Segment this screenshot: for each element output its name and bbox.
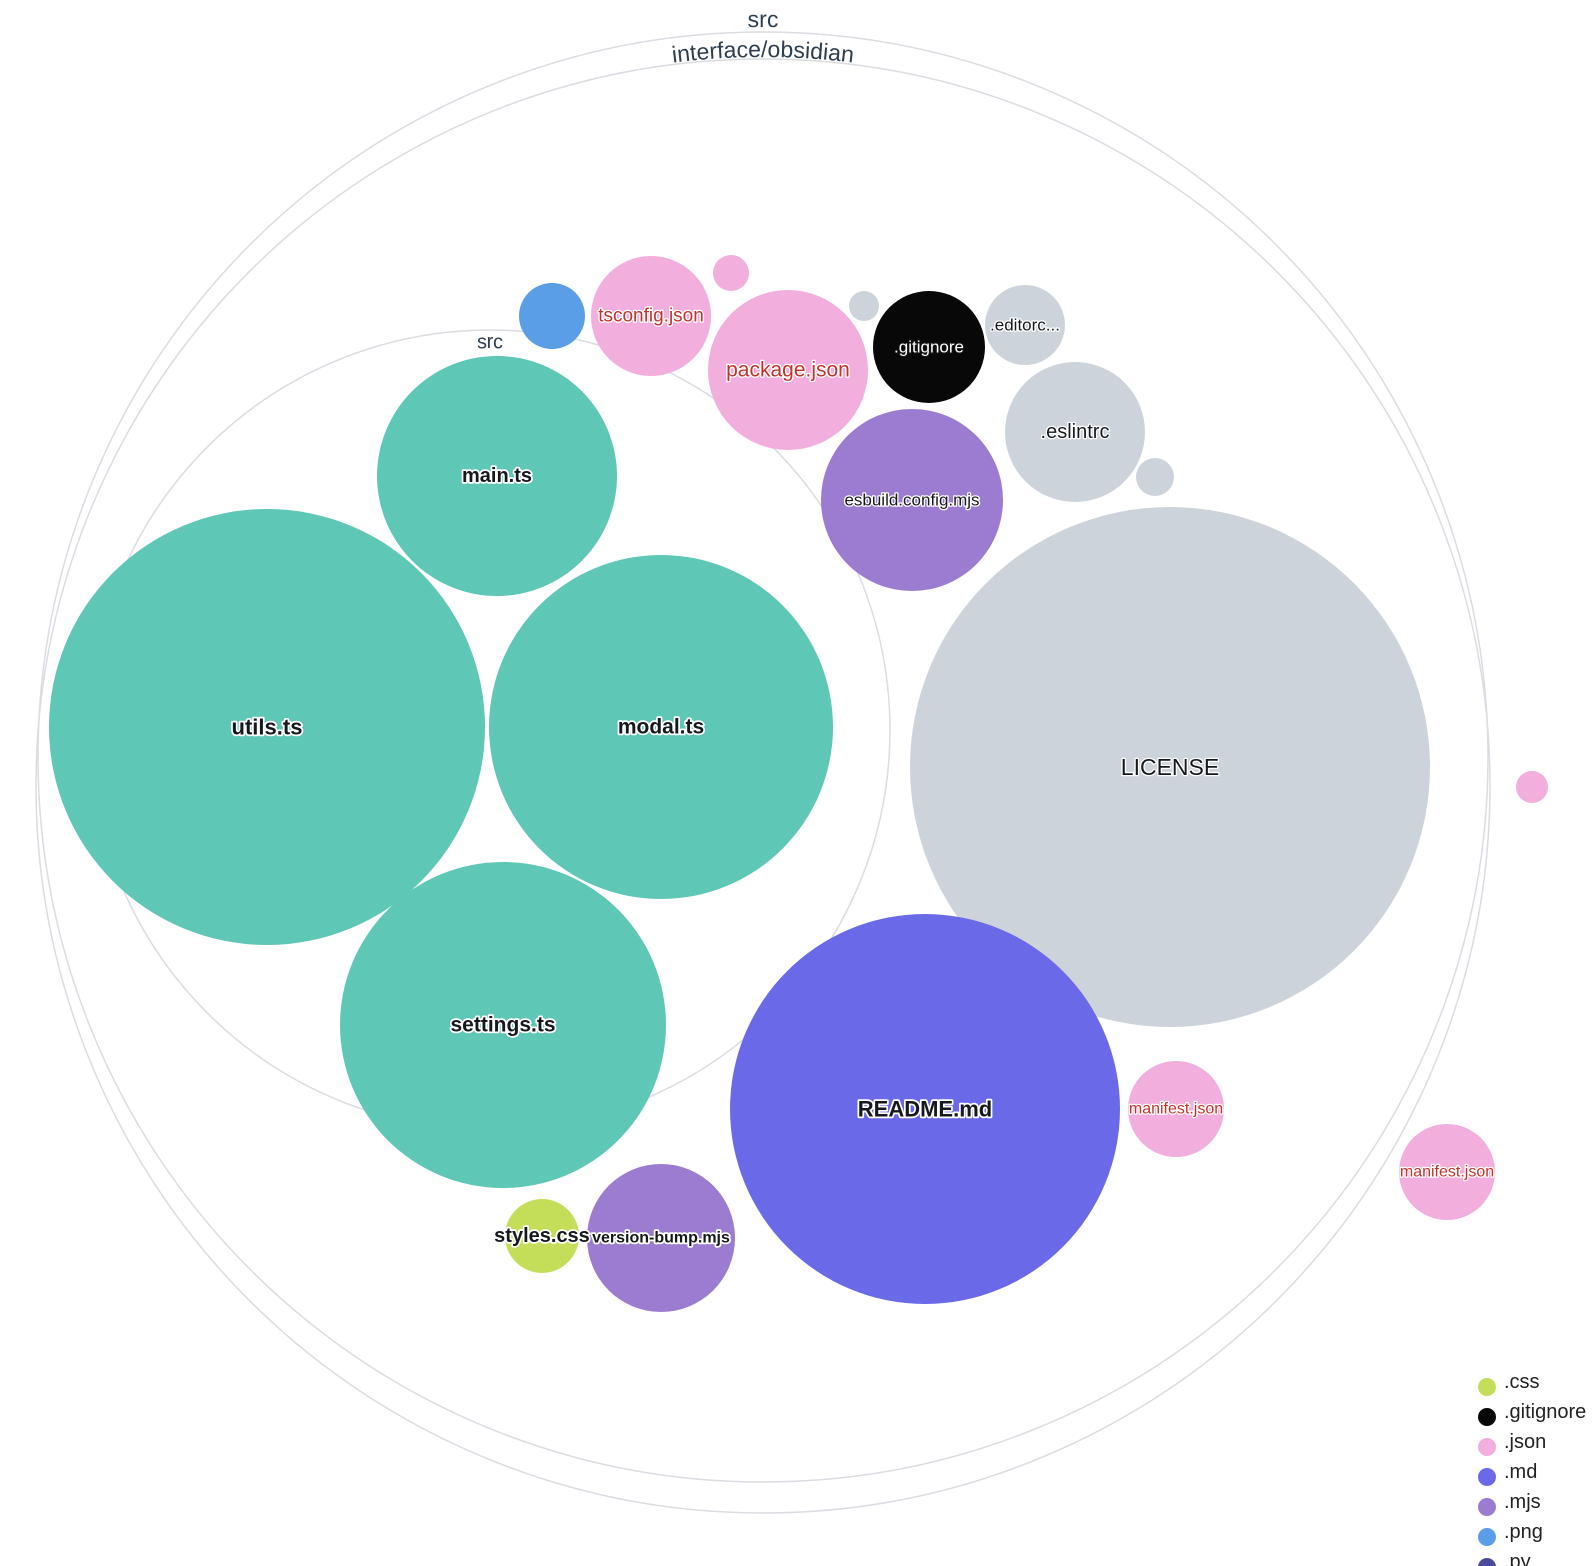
svg-text:.editorc...: .editorc... bbox=[990, 316, 1060, 335]
svg-text:manifest.json: manifest.json bbox=[1400, 1164, 1494, 1181]
svg-text:version-bump.mjs: version-bump.mjs bbox=[592, 1230, 730, 1247]
svg-text:tsconfig.json: tsconfig.json bbox=[598, 306, 704, 327]
svg-text:.gitignore: .gitignore bbox=[894, 338, 964, 357]
svg-text:esbuild.config.mjs: esbuild.config.mjs bbox=[844, 491, 979, 510]
svg-text:main.ts: main.ts bbox=[462, 465, 532, 487]
svg-text:utils.ts: utils.ts bbox=[232, 715, 303, 740]
svg-text:styles.css: styles.css bbox=[494, 1225, 590, 1247]
svg-text:package.json: package.json bbox=[726, 359, 850, 382]
svg-text:.eslintrc: .eslintrc bbox=[1041, 421, 1110, 443]
svg-text:settings.ts: settings.ts bbox=[450, 1014, 555, 1037]
svg-text:manifest.json: manifest.json bbox=[1129, 1101, 1223, 1118]
svg-text:LICENSE: LICENSE bbox=[1121, 754, 1219, 780]
svg-text:modal.ts: modal.ts bbox=[618, 716, 704, 739]
svg-text:README.md: README.md bbox=[858, 1097, 992, 1122]
